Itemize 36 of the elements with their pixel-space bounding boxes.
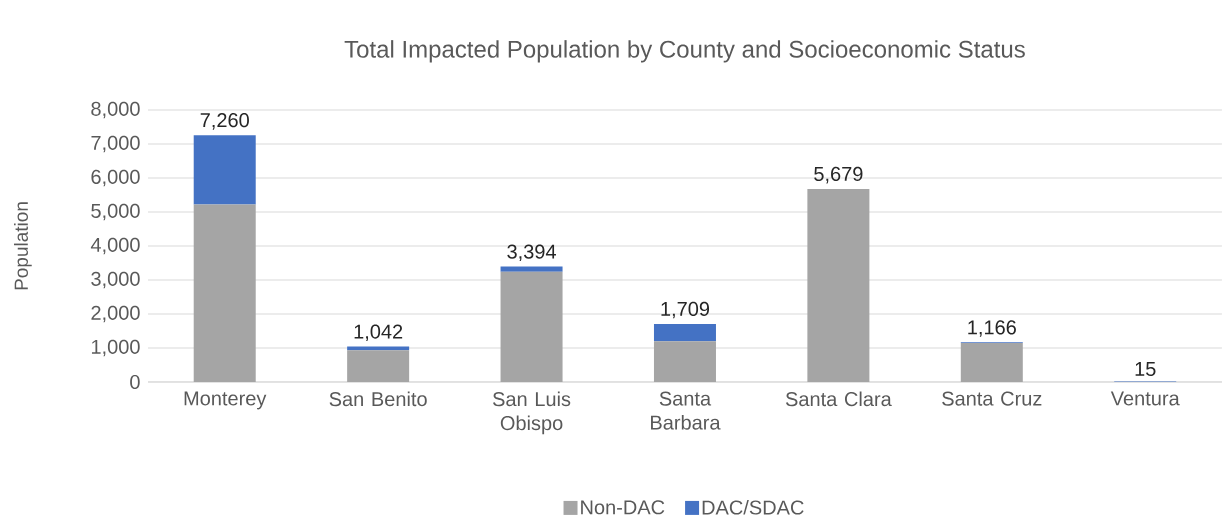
- y-tick-label: 6,000: [91, 169, 140, 187]
- legend-label: DAC/SDAC: [702, 499, 804, 515]
- bar: [960, 342, 1023, 382]
- legend-label: Non-DAC: [581, 500, 665, 515]
- bar: [193, 204, 256, 382]
- chart-title: Total Impacted Population by County and Socioeconomic Status: [344, 40, 1025, 63]
- bar: [500, 271, 563, 382]
- y-tick-label: 2,000: [91, 305, 140, 323]
- total-label: 1,166: [968, 320, 1016, 337]
- y-tick-label: 7,000: [91, 135, 140, 153]
- total-label: 15: [1135, 362, 1156, 376]
- total-label: 7,260: [200, 113, 249, 130]
- total-label: 1,042: [354, 324, 403, 342]
- y-axis-title: Population: [14, 202, 32, 290]
- bar: [653, 341, 716, 382]
- y-tick-label: 5,000: [91, 203, 140, 221]
- y-tick-label: 8,000: [91, 101, 140, 119]
- y-tick-label: 4,000: [90, 237, 140, 255]
- bar: [500, 266, 563, 272]
- bar: [653, 323, 716, 342]
- bar: [347, 350, 410, 382]
- x-tick-label: Monterey: [184, 391, 267, 410]
- x-tick-label: Ventura: [1110, 391, 1180, 406]
- y-tick-label: 3,000: [91, 271, 140, 289]
- x-tick-label: Santa Barbara: [651, 391, 721, 430]
- total-label: 1,709: [661, 301, 710, 319]
- x-tick-label: San Benito: [329, 391, 427, 407]
- y-tick-label: 0: [130, 374, 140, 390]
- bar: [193, 135, 256, 205]
- bar: [807, 188, 870, 382]
- y-tick-label: 1,000: [91, 339, 140, 357]
- x-tick-label: Santa Clara: [785, 391, 892, 407]
- x-tick-label: San Luis Obispo: [492, 391, 571, 435]
- total-label: 3,394: [507, 244, 556, 262]
- total-label: 5,679: [814, 166, 863, 184]
- x-tick-label: Santa Cruz: [942, 391, 1042, 406]
